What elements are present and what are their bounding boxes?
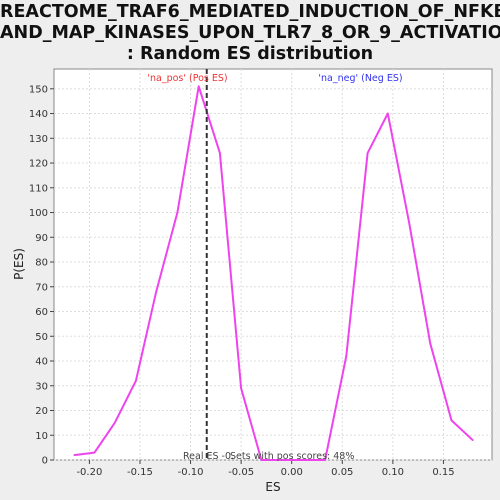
- data-point: [135, 380, 137, 382]
- real-es-label: Real ES -0.: [183, 451, 234, 462]
- y-tick-label: 40: [35, 357, 48, 368]
- y-tick-label: 10: [35, 431, 48, 442]
- data-point: [471, 439, 474, 442]
- data-point: [73, 454, 76, 456]
- data-point: [260, 459, 263, 461]
- grid-lines: [54, 69, 492, 461]
- data-point: [366, 152, 369, 154]
- data-point: [219, 152, 221, 154]
- data-point: [176, 211, 179, 214]
- data-point: [450, 419, 453, 422]
- x-tick-label: -0.05: [228, 467, 254, 478]
- data-point: [345, 355, 348, 357]
- y-axis-label: P(ES): [12, 248, 26, 280]
- y-tick-label: 70: [35, 282, 48, 293]
- plot-area: [53, 68, 493, 461]
- data-point: [429, 342, 432, 345]
- annotations: 'na_pos' (Pos ES) 'na_neg' (Neg ES) Real E…: [147, 69, 403, 462]
- x-tick-label: 0.00: [281, 467, 303, 478]
- data-point: [303, 459, 305, 461]
- y-tick-label: 130: [29, 134, 48, 145]
- x-tick-label: 0.05: [331, 467, 353, 478]
- data-point: [93, 451, 96, 454]
- x-tick-label: -0.10: [178, 467, 204, 478]
- data-point: [155, 290, 157, 293]
- sets-pos-label: Sets with pos scores: 48%: [230, 451, 354, 462]
- y-tick-label: 80: [35, 258, 48, 269]
- data-point: [387, 112, 389, 115]
- title-line-1: REACTOME_TRAF6_MEDIATED_INDUCTION_OF_NFK…: [0, 2, 500, 22]
- x-tick-label: 0.15: [432, 467, 454, 478]
- series-layer: [73, 85, 474, 461]
- y-tick-label: 60: [35, 307, 48, 318]
- y-tick-label: 120: [29, 159, 48, 170]
- series-line: [74, 85, 474, 461]
- y-tick-label: 0: [42, 456, 48, 467]
- y-tick-label: 140: [29, 109, 48, 120]
- data-point: [280, 459, 283, 461]
- data-point: [240, 387, 242, 390]
- title-line-3: : Random ES distribution: [126, 44, 374, 64]
- data-point: [408, 221, 410, 224]
- neg-es-label: 'na_neg' (Neg ES): [318, 73, 402, 84]
- title-line-2: AND_MAP_KINASES_UPON_TLR7_8_OR_9_ACTIVAT…: [0, 23, 500, 43]
- x-tick-label: -0.15: [127, 467, 153, 478]
- y-tick-label: 90: [35, 233, 48, 244]
- y-tick-label: 110: [29, 183, 48, 194]
- x-tick-label: -0.20: [76, 467, 102, 478]
- axes: 0 10 20 30 40 50 60 70 80 90 100 110 120 130 140 150 -0.…: [29, 84, 455, 478]
- x-axis-label: ES: [265, 480, 280, 494]
- x-tick-label: 0.10: [382, 467, 404, 478]
- data-point: [324, 459, 326, 461]
- y-tick-label: 30: [35, 381, 48, 392]
- y-tick-label: 150: [29, 84, 48, 95]
- chart-title: REACTOME_TRAF6_MEDIATED_INDUCTION_OF_NFK…: [0, 2, 500, 65]
- y-tick-label: 50: [35, 332, 48, 343]
- data-point: [197, 85, 200, 88]
- data-point: [113, 422, 116, 424]
- y-tick-label: 20: [35, 406, 48, 417]
- pos-es-label: 'na_pos' (Pos ES): [147, 73, 227, 84]
- y-tick-label: 100: [29, 208, 48, 219]
